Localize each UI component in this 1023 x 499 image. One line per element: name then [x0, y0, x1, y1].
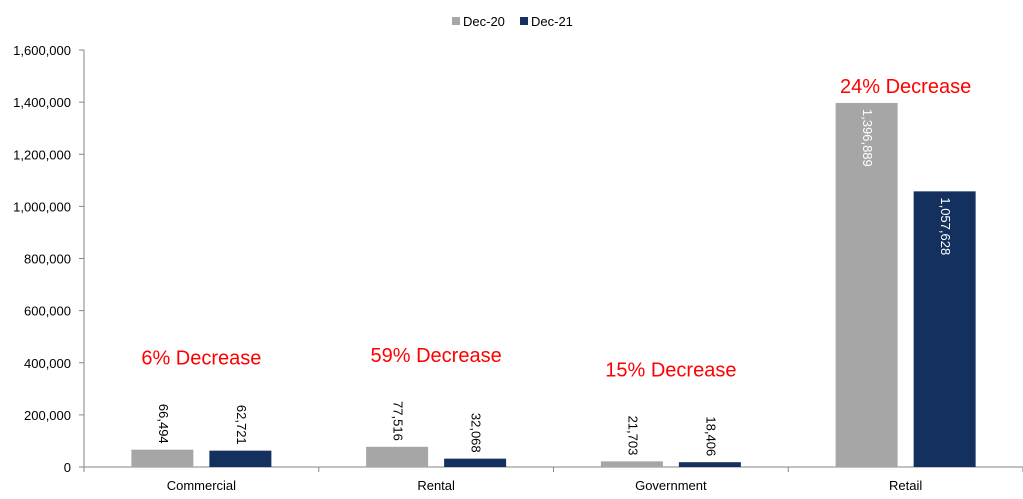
bar-rental-dec-21: [444, 458, 507, 467]
bar-retail-dec-21: [913, 191, 976, 467]
decrease-annotation: 24% Decrease: [840, 76, 971, 98]
data-label: 32,068: [469, 413, 484, 453]
bar-commercial-dec-21: [209, 450, 272, 467]
bar-government-dec-20: [600, 461, 663, 467]
legend-swatch-dec-20: [452, 17, 460, 25]
data-label: 62,721: [234, 405, 249, 445]
bar-rental-dec-20: [366, 446, 429, 467]
legend-label: Dec-21: [531, 14, 573, 29]
y-tick-label: 1,000,000: [13, 199, 71, 214]
y-tick-label: 1,200,000: [13, 147, 71, 162]
bar-government-dec-21: [678, 462, 741, 467]
data-label: 21,703: [625, 416, 640, 456]
data-label: 77,516: [391, 401, 406, 441]
decrease-annotation: 15% Decrease: [605, 359, 736, 381]
legend-swatch-dec-21: [520, 17, 528, 25]
y-tick-label: 400,000: [24, 356, 71, 371]
legend-label: Dec-20: [463, 14, 505, 29]
data-label: 18,406: [703, 416, 718, 456]
decrease-annotation: 59% Decrease: [371, 345, 502, 367]
y-tick-label: 200,000: [24, 408, 71, 423]
x-category-label: Retail: [889, 478, 922, 493]
x-category-label: Rental: [417, 478, 455, 493]
y-tick-label: 1,600,000: [13, 43, 71, 58]
data-label: 66,494: [156, 404, 171, 444]
data-label: 1,057,628: [938, 197, 953, 255]
y-tick-label: 800,000: [24, 252, 71, 267]
decrease-annotation: 6% Decrease: [141, 348, 261, 370]
bar-commercial-dec-20: [131, 449, 194, 467]
bar-retail-dec-20: [835, 102, 898, 468]
y-tick-label: 600,000: [24, 304, 71, 319]
y-tick-label: 1,400,000: [13, 95, 71, 110]
x-category-label: Government: [635, 478, 707, 493]
data-label: 1,396,889: [860, 109, 875, 167]
y-tick-label: 0: [64, 460, 71, 475]
x-category-label: Commercial: [167, 478, 236, 493]
